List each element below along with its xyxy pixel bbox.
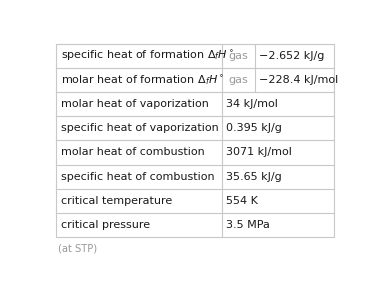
Text: critical pressure: critical pressure: [61, 220, 150, 230]
Text: critical temperature: critical temperature: [61, 196, 172, 206]
Bar: [56, 44, 334, 237]
Text: 3071 kJ/mol: 3071 kJ/mol: [226, 147, 292, 158]
Text: gas: gas: [228, 75, 248, 85]
Text: 0.395 kJ/g: 0.395 kJ/g: [226, 123, 282, 133]
Text: specific heat of combustion: specific heat of combustion: [61, 172, 215, 182]
Text: 35.65 kJ/g: 35.65 kJ/g: [226, 172, 282, 182]
Text: specific heat of formation $\Delta_f H^\circ$: specific heat of formation $\Delta_f H^\…: [61, 49, 234, 63]
Text: −228.4 kJ/mol: −228.4 kJ/mol: [259, 75, 339, 85]
Text: molar heat of formation $\Delta_f H^\circ$: molar heat of formation $\Delta_f H^\cir…: [61, 73, 224, 87]
Text: molar heat of combustion: molar heat of combustion: [61, 147, 205, 158]
Text: 34 kJ/mol: 34 kJ/mol: [226, 99, 278, 109]
Text: −2.652 kJ/g: −2.652 kJ/g: [259, 51, 325, 61]
Text: gas: gas: [228, 51, 248, 61]
Text: (at STP): (at STP): [58, 243, 97, 253]
Text: 3.5 MPa: 3.5 MPa: [226, 220, 270, 230]
Text: 554 K: 554 K: [226, 196, 258, 206]
Text: specific heat of vaporization: specific heat of vaporization: [61, 123, 219, 133]
Text: molar heat of vaporization: molar heat of vaporization: [61, 99, 209, 109]
